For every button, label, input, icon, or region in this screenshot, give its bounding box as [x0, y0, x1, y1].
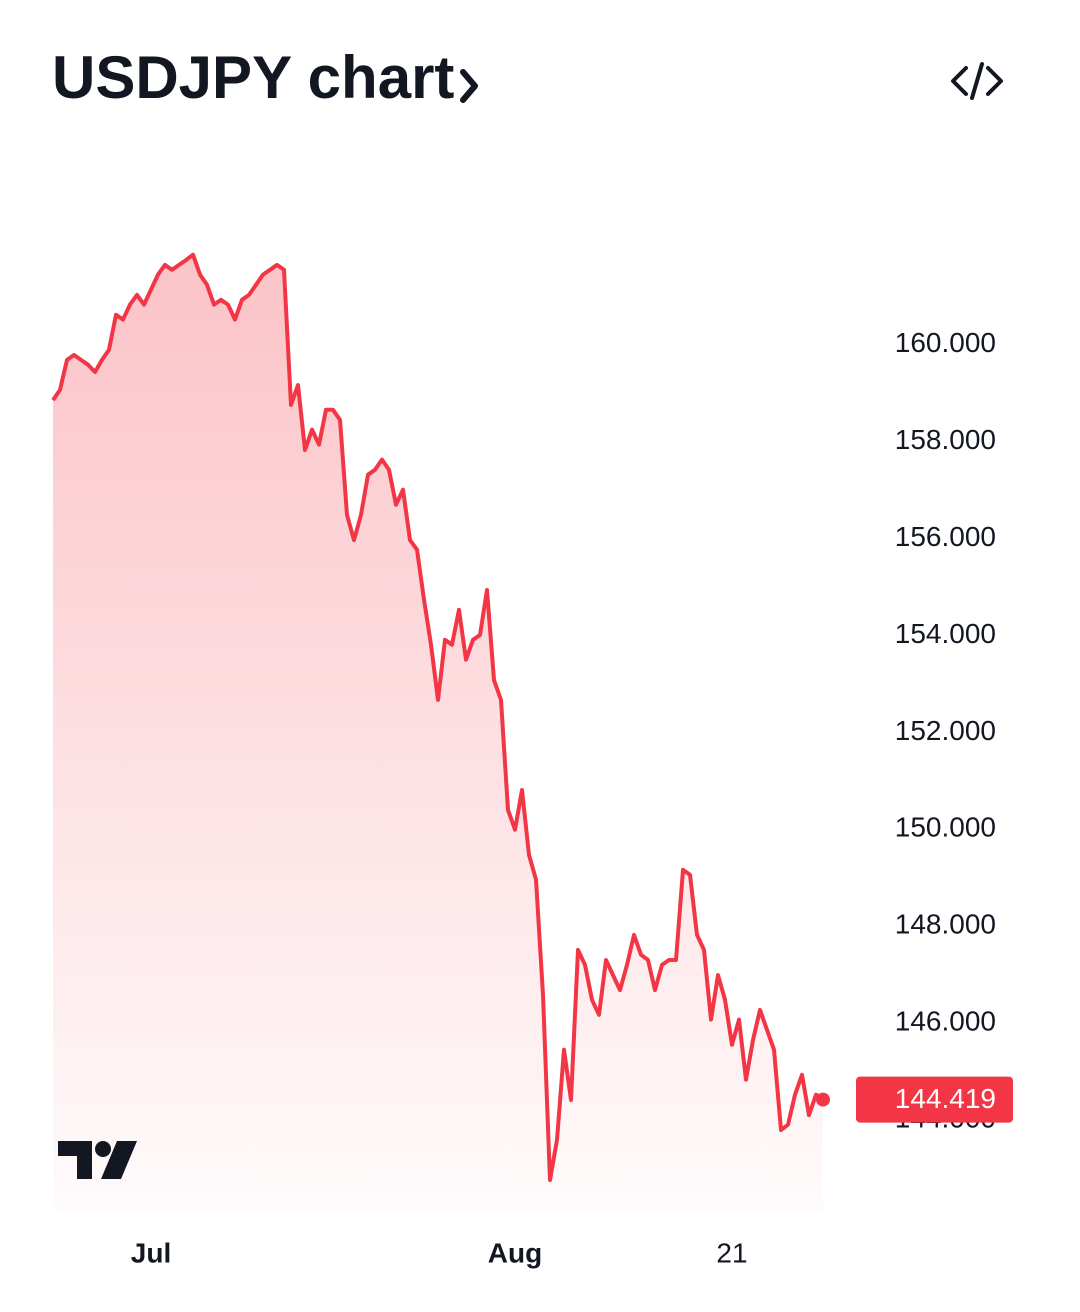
- area-fill: [53, 254, 823, 1210]
- last-price-label: 144.419: [895, 1083, 996, 1114]
- logo-part: [95, 1141, 111, 1157]
- price-line: [51, 252, 825, 1182]
- last-point: [816, 1092, 830, 1107]
- embed-button[interactable]: [951, 62, 1003, 100]
- plot-area: 144.000146.000148.000150.000152.000154.0…: [51, 252, 1013, 1268]
- logo-part: [58, 1141, 92, 1179]
- last-price-badge: [856, 1076, 1013, 1123]
- x-tick-label: 21: [716, 1237, 747, 1268]
- x-tick-label: Jul: [131, 1237, 171, 1268]
- y-tick-label: 158.000: [895, 424, 996, 455]
- header-link[interactable]: USDJPY chart: [52, 44, 478, 111]
- y-tick-label: 152.000: [895, 715, 996, 746]
- y-tick-label: 156.000: [895, 521, 996, 552]
- chevron-icon: [460, 69, 478, 103]
- logo-part: [101, 1141, 137, 1179]
- tradingview-logo: [58, 1141, 137, 1179]
- y-tick-label: 154.000: [895, 618, 996, 649]
- chart-title: USDJPY chart: [52, 44, 454, 111]
- y-tick-label: 148.000: [895, 909, 996, 940]
- y-tick-label: 146.000: [895, 1005, 996, 1036]
- y-tick-label: 150.000: [895, 812, 996, 843]
- y-tick-label: 160.000: [895, 327, 996, 358]
- x-tick-label: Aug: [488, 1237, 542, 1268]
- embed-icon: [951, 62, 1003, 100]
